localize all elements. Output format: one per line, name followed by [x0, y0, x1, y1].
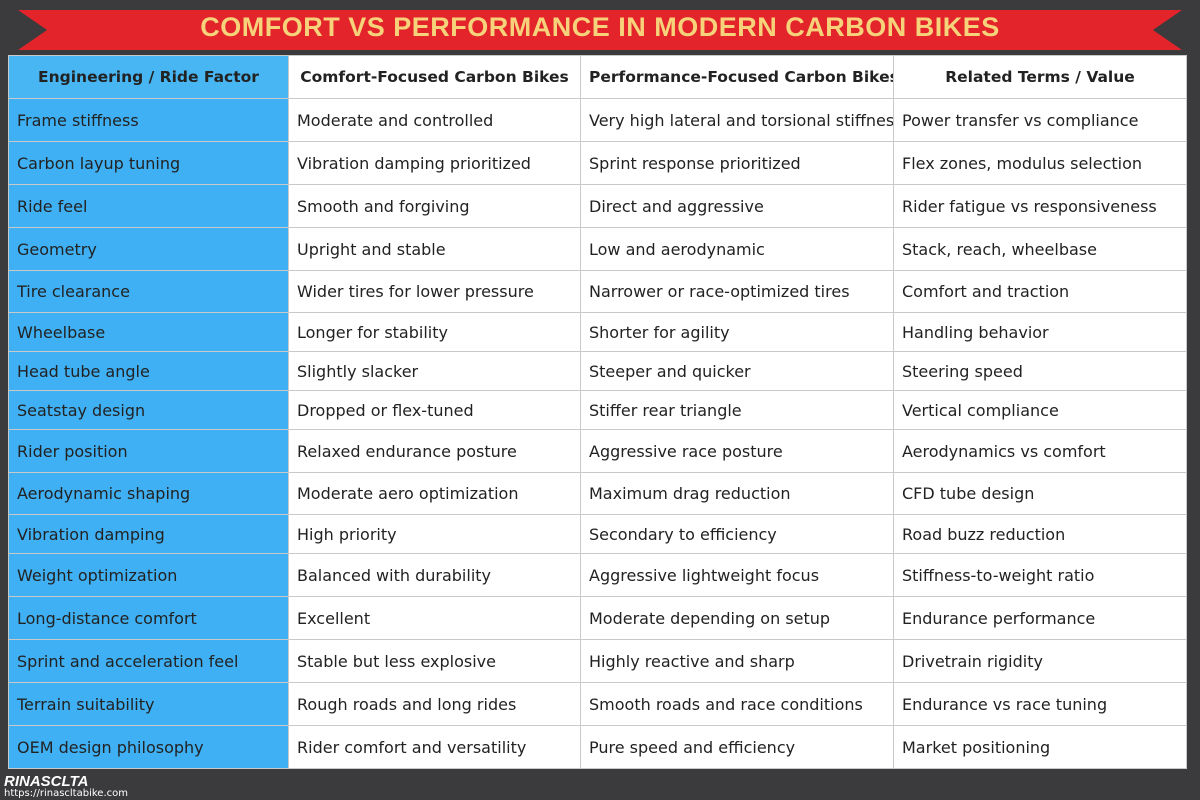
table-cell: Sprint response prioritized — [580, 141, 894, 185]
table-cell: Steering speed — [893, 351, 1187, 391]
table-cell: Stiffer rear triangle — [580, 390, 894, 430]
table-cell: Upright and stable — [288, 227, 581, 271]
table-cell: Drivetrain rigidity — [893, 639, 1187, 683]
table-cell: Rider comfort and versatility — [288, 725, 581, 769]
url: https://rinascltabike.com — [4, 788, 128, 799]
table-cell: Shorter for agility — [580, 312, 894, 352]
table-row: Aerodynamic shaping Moderate aero optimiz… — [8, 472, 1187, 515]
table-cell: Market positioning — [893, 725, 1187, 769]
table-cell: Steeper and quicker — [580, 351, 894, 391]
table-cell: Aggressive race posture — [580, 429, 894, 473]
table-cell: OEM design philosophy — [8, 725, 289, 769]
table-cell: Moderate and controlled — [288, 98, 581, 142]
table-cell: Stack, reach, wheelbase — [893, 227, 1187, 271]
table-cell: Smooth and forgiving — [288, 184, 581, 228]
table-cell: Secondary to efficiency — [580, 514, 894, 554]
table-cell: Highly reactive and sharp — [580, 639, 894, 683]
table-cell: Aggressive lightweight focus — [580, 553, 894, 597]
table-cell: Seatstay design — [8, 390, 289, 430]
table-row: Head tube angle Slightly slacker Steeper a… — [8, 351, 1187, 391]
table-cell: Rough roads and long rides — [288, 682, 581, 726]
table: Engineering / Ride Factor Comfort-Focused… — [8, 55, 1187, 769]
table-cell: Vibration damping prioritized — [288, 141, 581, 185]
title: COMFORT VS PERFORMANCE IN MODERN CARBON … — [200, 12, 1000, 42]
table-cell: Vibration damping — [8, 514, 289, 554]
table-cell: High priority — [288, 514, 581, 554]
table-cell: Wider tires for lower pressure — [288, 270, 581, 313]
table-cell: Slightly slacker — [288, 351, 581, 391]
table-cell: Aerodynamics vs comfort — [893, 429, 1187, 473]
table-cell: Tire clearance — [8, 270, 289, 313]
table-row: OEM design philosophy Rider comfort and v… — [8, 725, 1187, 769]
table-row: Ride feel Smooth and forgiving Direct and … — [8, 184, 1187, 228]
table-cell: Relaxed endurance posture — [288, 429, 581, 473]
table-cell: Comfort and traction — [893, 270, 1187, 313]
table-cell: Stiffness-to-weight ratio — [893, 553, 1187, 597]
table-row: Sprint and acceleration feel Stable but l… — [8, 639, 1187, 683]
table-cell: Frame stiffness — [8, 98, 289, 142]
table-cell: Low and aerodynamic — [580, 227, 894, 271]
column-header: Related Terms / Value — [893, 55, 1187, 99]
table-cell: Longer for stability — [288, 312, 581, 352]
table-cell: Ride feel — [8, 184, 289, 228]
header-row: Engineering / Ride Factor Comfort-Focused… — [8, 55, 1187, 99]
table-cell: Weight optimization — [8, 553, 289, 597]
table-cell: Excellent — [288, 596, 581, 640]
table-row: Seatstay design Dropped or flex-tuned Stif… — [8, 390, 1187, 430]
title-banner — [18, 10, 1182, 50]
table-row: Geometry Upright and stable Low and aerody… — [8, 227, 1187, 271]
table-cell: Balanced with durability — [288, 553, 581, 597]
table-cell: Dropped or flex-tuned — [288, 390, 581, 430]
table-cell: Aerodynamic shaping — [8, 472, 289, 515]
table-cell: Rider position — [8, 429, 289, 473]
table-cell: Endurance performance — [893, 596, 1187, 640]
table-cell: Maximum drag reduction — [580, 472, 894, 515]
table-row: Carbon layup tuning Vibration damping pri… — [8, 141, 1187, 185]
table-cell: CFD tube design — [893, 472, 1187, 515]
brand: RINASCLTA — [4, 773, 89, 790]
table-row: Weight optimization Balanced with durabil… — [8, 553, 1187, 597]
table-cell: Moderate aero optimization — [288, 472, 581, 515]
table-cell: Endurance vs race tuning — [893, 682, 1187, 726]
table-cell: Flex zones, modulus selection — [893, 141, 1187, 185]
column-header: Performance-Focused Carbon Bikes — [580, 55, 894, 99]
column-header: Comfort-Focused Carbon Bikes — [288, 55, 581, 99]
table-cell: Sprint and acceleration feel — [8, 639, 289, 683]
table-row: Rider position Relaxed endurance posture A… — [8, 429, 1187, 473]
table-cell: Handling behavior — [893, 312, 1187, 352]
table-cell: Narrower or race-optimized tires — [580, 270, 894, 313]
table-cell: Wheelbase — [8, 312, 289, 352]
table-cell: Carbon layup tuning — [8, 141, 289, 185]
table-cell: Moderate depending on setup — [580, 596, 894, 640]
column-header: Engineering / Ride Factor — [8, 55, 289, 99]
table-cell: Long-distance comfort — [8, 596, 289, 640]
table-cell: Pure speed and efficiency — [580, 725, 894, 769]
table-body: Frame stiffness Moderate and controlled Ve… — [8, 98, 1187, 769]
table-cell: Road buzz reduction — [893, 514, 1187, 554]
table-row: Frame stiffness Moderate and controlled Ve… — [8, 98, 1187, 142]
table-cell: Vertical compliance — [893, 390, 1187, 430]
table-cell: Very high lateral and torsional stiffnes… — [580, 98, 894, 142]
table-row: Tire clearance Wider tires for lower pres… — [8, 270, 1187, 313]
table-cell: Terrain suitability — [8, 682, 289, 726]
table-cell: Geometry — [8, 227, 289, 271]
table-row: Vibration damping High priority Secondary … — [8, 514, 1187, 554]
table-row: Long-distance comfort Excellent Moderate d… — [8, 596, 1187, 640]
table-cell: Direct and aggressive — [580, 184, 894, 228]
table-row: Wheelbase Longer for stability Shorter for… — [8, 312, 1187, 352]
table-cell: Rider fatigue vs responsiveness — [893, 184, 1187, 228]
table-cell: Power transfer vs compliance — [893, 98, 1187, 142]
table-cell: Smooth roads and race conditions — [580, 682, 894, 726]
table-row: Terrain suitability Rough roads and long … — [8, 682, 1187, 726]
table-cell: Head tube angle — [8, 351, 289, 391]
table-cell: Stable but less explosive — [288, 639, 581, 683]
